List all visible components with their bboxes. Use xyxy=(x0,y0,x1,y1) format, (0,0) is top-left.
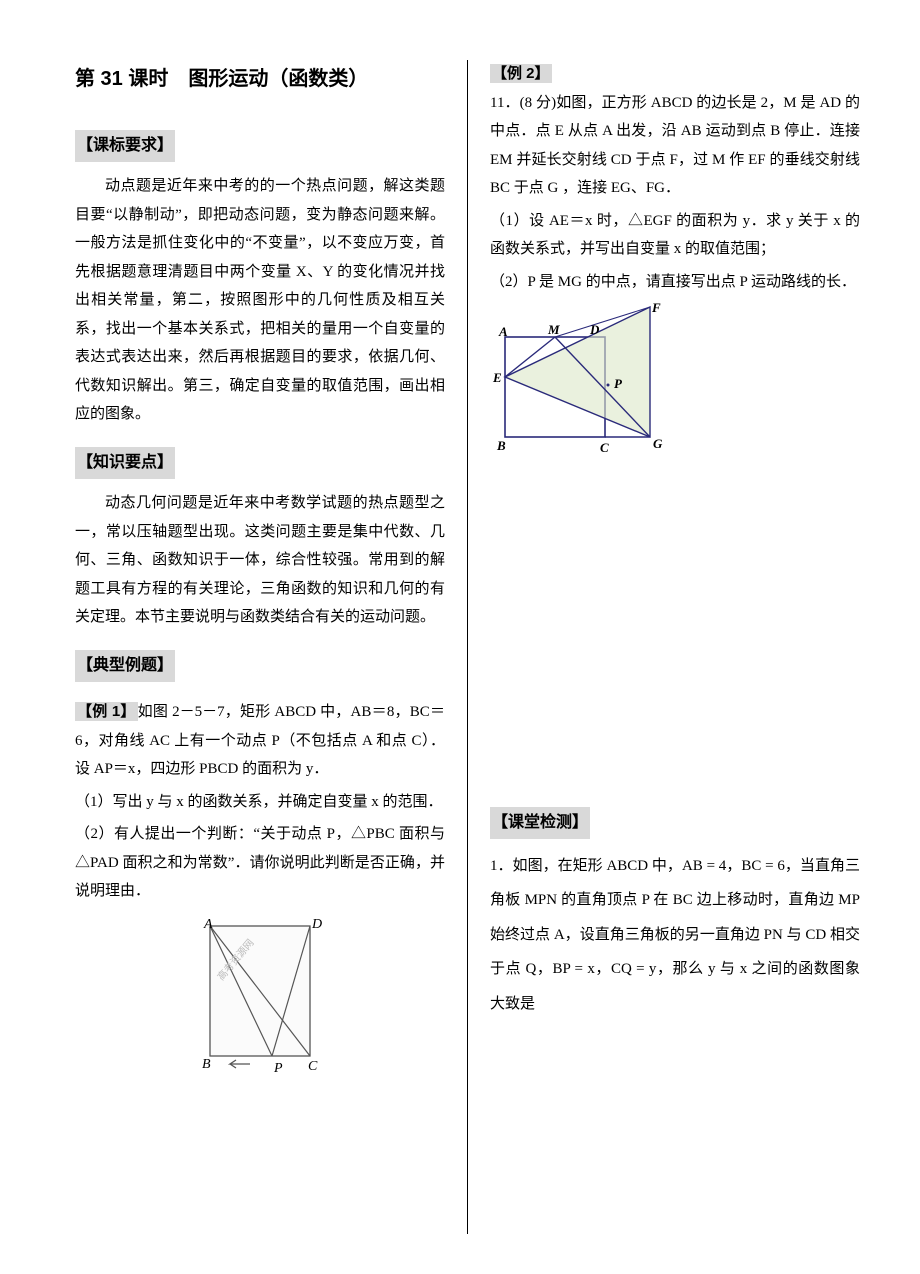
svg-text:A: A xyxy=(203,917,213,932)
ex2-intro: 11．(8 分)如图，正方形 ABCD 的边长是 2，M 是 AD 的中点．点 … xyxy=(490,89,860,203)
ex2-q2: （2）P 是 MG 的中点，请直接写出点 P 运动路线的长． xyxy=(490,268,860,297)
left-column: 第 31 课时 图形运动（函数类） 【课标要求】 动点题是近年来中考的的一个热点… xyxy=(75,60,468,1234)
ex1-figure: A D B C P 高考资源网 xyxy=(75,916,445,1097)
svg-text:C: C xyxy=(600,440,609,455)
kebiao-para: 动点题是近年来中考的的一个热点问题，解这类题目要“以静制动”，即把动态问题，变为… xyxy=(75,172,445,429)
svg-text:M: M xyxy=(547,322,560,337)
section-heading-kebiao: 【课标要求】 xyxy=(75,130,175,162)
svg-text:C: C xyxy=(308,1059,318,1074)
page-title: 第 31 课时 图形运动（函数类） xyxy=(75,60,445,98)
ex2-label: 【例 2】 xyxy=(490,64,552,83)
ex2-figure: A M D E B C F G P xyxy=(490,302,860,483)
svg-text:P: P xyxy=(273,1061,283,1076)
svg-text:G: G xyxy=(653,436,663,451)
ketang-q1: 1．如图，在矩形 ABCD 中，AB = 4，BC = 6，当直角三角板 MPN… xyxy=(490,849,860,1022)
svg-text:D: D xyxy=(589,322,600,337)
blank-space xyxy=(490,493,860,793)
svg-text:B: B xyxy=(202,1057,211,1072)
section-heading-ketang: 【课堂检测】 xyxy=(490,807,590,839)
ex2-q1: （1）设 AE＝x 时，△EGF 的面积为 y．求 y 关于 x 的函数关系式，… xyxy=(490,207,860,264)
zhishi-para: 动态几何问题是近年来中考数学试题的热点题型之一，常以压轴题型出现。这类问题主要是… xyxy=(75,489,445,632)
svg-text:F: F xyxy=(651,302,661,315)
right-column: 【例 2】 11．(8 分)如图，正方形 ABCD 的边长是 2，M 是 AD … xyxy=(468,60,860,1234)
section-heading-dianxing: 【典型例题】 xyxy=(75,650,175,682)
svg-text:P: P xyxy=(614,376,623,391)
svg-text:B: B xyxy=(496,438,506,453)
svg-text:A: A xyxy=(498,324,508,339)
ex1-label: 【例 1】 xyxy=(75,702,138,721)
svg-text:D: D xyxy=(311,917,322,932)
section-heading-zhishi: 【知识要点】 xyxy=(75,447,175,479)
ex1-q1: （1）写出 y 与 x 的函数关系，并确定自变量 x 的范围． xyxy=(75,788,445,817)
page-columns: 第 31 课时 图形运动（函数类） 【课标要求】 动点题是近年来中考的的一个热点… xyxy=(75,60,860,1234)
svg-text:E: E xyxy=(492,370,502,385)
ex1-block: 【例 1】如图 2－5－7，矩形 ABCD 中，AB＝8，BC＝6，对角线 AC… xyxy=(75,698,445,784)
ex1-q2: （2）有人提出一个判断：“关于动点 P，△PBC 面积与△PAD 面积之和为常数… xyxy=(75,820,445,906)
